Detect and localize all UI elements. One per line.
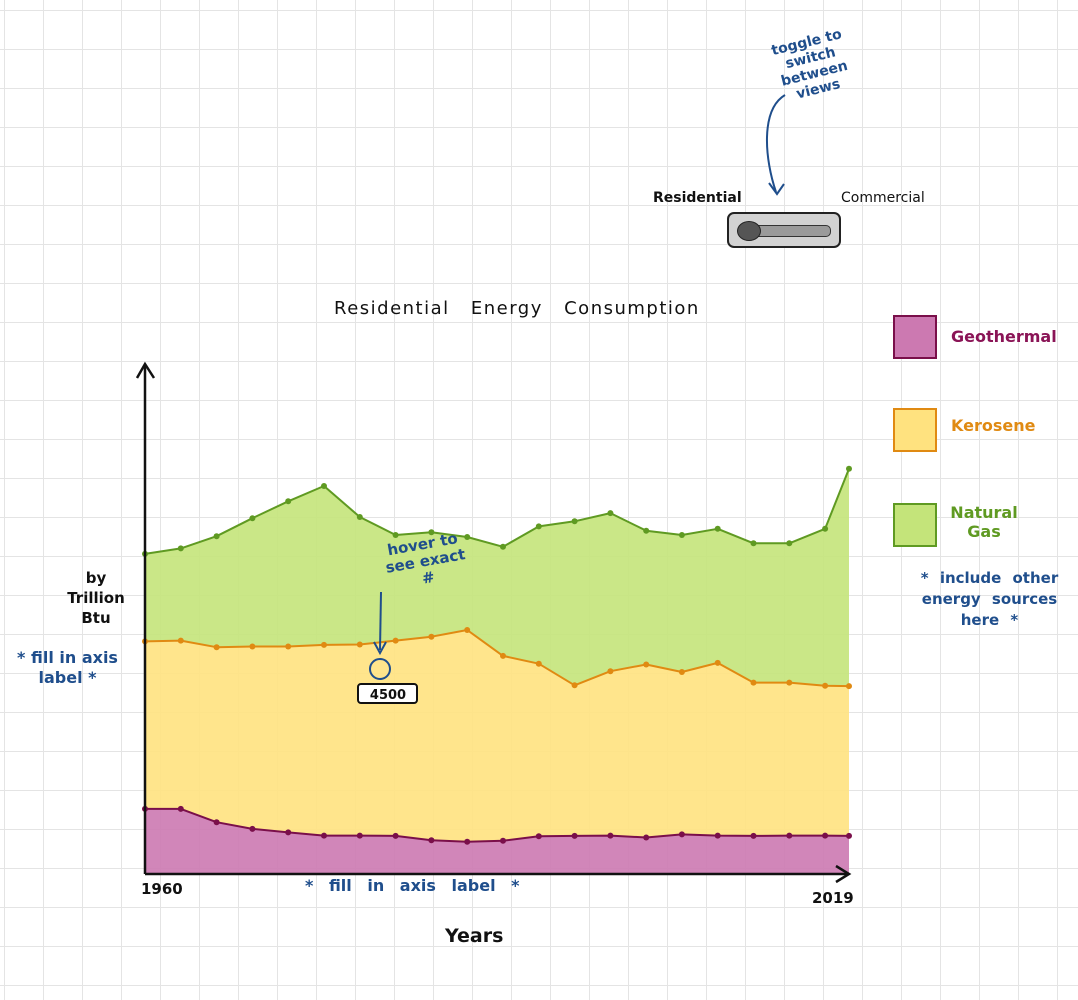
- y-axis-arrow: [135, 361, 156, 379]
- x-axis-note: * fill in axis label *: [305, 876, 520, 895]
- x-tick-label-start: 1960: [141, 880, 183, 898]
- legend-swatch-geothermal: [893, 315, 937, 359]
- toggle-left-label[interactable]: Residential: [653, 190, 742, 206]
- toggle-arrow: [765, 94, 786, 193]
- point-geothermal-1981[interactable]: [392, 832, 399, 839]
- point-geothermal-1987[interactable]: [464, 838, 471, 845]
- y-axis-title: by Trillion Btu: [67, 569, 125, 627]
- hover-value-box: [357, 683, 418, 704]
- point-natural-gas-1990[interactable]: [500, 543, 506, 550]
- point-geothermal-2017[interactable]: [822, 832, 829, 839]
- legend-label-kerosene: Kerosene: [951, 416, 1036, 435]
- point-geothermal-1975[interactable]: [321, 832, 327, 839]
- point-natural-gas-1978[interactable]: [356, 514, 363, 520]
- point-geothermal-2002[interactable]: [643, 834, 650, 841]
- point-kerosene-1987[interactable]: [464, 627, 471, 633]
- point-natural-gas-2011[interactable]: [750, 540, 757, 547]
- point-natural-gas-2017[interactable]: [822, 525, 829, 532]
- point-kerosene-1978[interactable]: [356, 641, 363, 648]
- point-geothermal-1984[interactable]: [428, 837, 435, 844]
- point-geothermal-2005[interactable]: [678, 831, 685, 838]
- point-kerosene-1990[interactable]: [500, 652, 506, 659]
- point-kerosene-1969[interactable]: [249, 643, 256, 650]
- point-kerosene-1993[interactable]: [535, 660, 542, 667]
- chart-title: Residential Energy Consumption: [334, 298, 700, 319]
- toggle-right-label[interactable]: Commercial: [841, 190, 925, 206]
- point-natural-gas-1972[interactable]: [285, 498, 292, 505]
- axes: [135, 361, 852, 884]
- point-kerosene-1963[interactable]: [177, 637, 184, 644]
- point-natural-gas-2019[interactable]: [846, 465, 852, 472]
- point-geothermal-1996[interactable]: [571, 832, 578, 839]
- hover-marker[interactable]: 4500: [357, 591, 418, 704]
- point-kerosene-2014[interactable]: [786, 679, 793, 686]
- point-geothermal-2008[interactable]: [714, 832, 721, 839]
- point-natural-gas-1966[interactable]: [213, 533, 220, 540]
- toggle-track[interactable]: [749, 225, 831, 237]
- point-natural-gas-1969[interactable]: [249, 515, 256, 522]
- point-geothermal-1993[interactable]: [535, 833, 542, 840]
- point-natural-gas-1993[interactable]: [535, 523, 542, 530]
- point-kerosene-1981[interactable]: [392, 637, 399, 644]
- x-tick-label-end: 2019: [812, 889, 854, 907]
- point-natural-gas-1987[interactable]: [464, 534, 471, 540]
- point-natural-gas-2005[interactable]: [678, 532, 685, 538]
- point-geothermal-1978[interactable]: [356, 832, 363, 839]
- point-natural-gas-2002[interactable]: [643, 527, 650, 534]
- hover-arrow: [379, 591, 382, 651]
- legend-note: * include other energy sources here *: [920, 569, 1059, 629]
- hover-circle[interactable]: [369, 658, 391, 680]
- point-natural-gas-2008[interactable]: [714, 525, 721, 532]
- point-kerosene-2011[interactable]: [750, 679, 757, 686]
- hover-arrow-head: [373, 641, 387, 656]
- point-kerosene-2008[interactable]: [714, 659, 721, 666]
- point-kerosene-2019[interactable]: [846, 683, 852, 690]
- point-natural-gas-1975[interactable]: [321, 483, 327, 489]
- point-geothermal-1966[interactable]: [213, 819, 220, 826]
- point-kerosene-1975[interactable]: [321, 641, 327, 648]
- stacked-area-layer: [145, 468, 849, 874]
- point-natural-gas-1999[interactable]: [607, 510, 614, 517]
- legend-swatch-natural-gas: [893, 503, 937, 547]
- legend-swatch-kerosene: [893, 408, 937, 452]
- toggle-knob[interactable]: [737, 221, 761, 241]
- area-natural-gas[interactable]: [145, 468, 849, 687]
- point-kerosene-1996[interactable]: [571, 682, 578, 689]
- toggle-note-arrow: [765, 94, 786, 196]
- point-geothermal-1999[interactable]: [607, 832, 614, 839]
- point-kerosene-2005[interactable]: [678, 669, 685, 675]
- legend-label-natural-gas: Natural Gas: [950, 503, 1018, 541]
- point-kerosene-2002[interactable]: [643, 661, 650, 668]
- point-geothermal-2019[interactable]: [846, 832, 852, 839]
- y-axis-note: * fill in axis label *: [17, 648, 118, 687]
- series-point-layer: [142, 465, 852, 845]
- point-geothermal-2011[interactable]: [750, 832, 757, 839]
- point-geothermal-2014[interactable]: [786, 832, 793, 839]
- point-natural-gas-1996[interactable]: [571, 518, 578, 525]
- legend-label-geothermal: Geothermal: [951, 327, 1057, 346]
- point-kerosene-1999[interactable]: [607, 668, 614, 675]
- hover-value-label: 4500: [370, 688, 406, 703]
- point-geothermal-1972[interactable]: [285, 829, 292, 836]
- toggle-arrow-head: [768, 182, 785, 196]
- x-axis-arrow: [835, 864, 852, 884]
- point-kerosene-2017[interactable]: [822, 682, 829, 689]
- view-toggle-switch[interactable]: [727, 212, 841, 248]
- area-kerosene[interactable]: [145, 630, 849, 842]
- point-natural-gas-2014[interactable]: [786, 540, 793, 547]
- point-natural-gas-1981[interactable]: [392, 532, 399, 538]
- point-natural-gas-1984[interactable]: [428, 529, 435, 536]
- point-geothermal-1963[interactable]: [177, 805, 184, 812]
- point-kerosene-1984[interactable]: [428, 633, 435, 640]
- point-natural-gas-1963[interactable]: [177, 545, 184, 552]
- point-geothermal-1969[interactable]: [249, 825, 256, 832]
- point-kerosene-1972[interactable]: [285, 643, 292, 650]
- point-geothermal-1990[interactable]: [500, 837, 506, 844]
- point-kerosene-1966[interactable]: [213, 644, 220, 651]
- x-axis-title: Years: [445, 925, 504, 947]
